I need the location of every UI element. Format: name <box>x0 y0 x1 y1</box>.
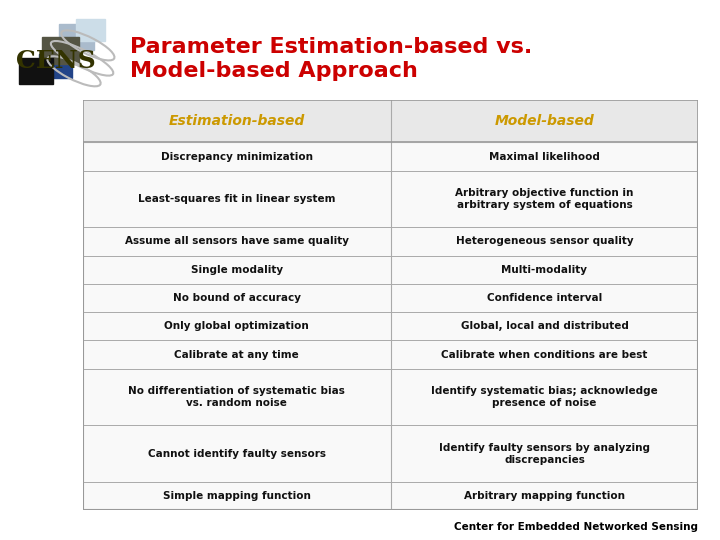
Text: Arbitrary mapping function: Arbitrary mapping function <box>464 491 625 501</box>
Text: Identify faulty sensors by analyzing
discrepancies: Identify faulty sensors by analyzing dis… <box>439 443 650 465</box>
Text: CENS: CENS <box>17 49 96 73</box>
Bar <box>59 24 94 50</box>
Text: Center for Embedded Networked Sensing: Center for Embedded Networked Sensing <box>454 522 698 532</box>
Text: No bound of accuracy: No bound of accuracy <box>173 293 301 303</box>
Text: Simple mapping function: Simple mapping function <box>163 491 310 501</box>
Text: Least-squares fit in linear system: Least-squares fit in linear system <box>138 194 336 204</box>
Text: Assume all sensors have same quality: Assume all sensors have same quality <box>125 237 348 246</box>
Text: Cannot identify faulty sensors: Cannot identify faulty sensors <box>148 449 325 458</box>
Bar <box>42 37 78 64</box>
Text: Single modality: Single modality <box>191 265 283 275</box>
Bar <box>83 100 698 143</box>
Text: Arbitrary objective function in
arbitrary system of equations: Arbitrary objective function in arbitrar… <box>455 188 634 210</box>
Text: Calibrate when conditions are best: Calibrate when conditions are best <box>441 349 648 360</box>
Text: Identify systematic bias; acknowledge
presence of noise: Identify systematic bias; acknowledge pr… <box>431 386 658 408</box>
Text: Calibrate at any time: Calibrate at any time <box>174 349 299 360</box>
Text: Estimation-based: Estimation-based <box>168 114 305 128</box>
Text: Confidence interval: Confidence interval <box>487 293 602 303</box>
Text: Heterogeneous sensor quality: Heterogeneous sensor quality <box>456 237 634 246</box>
Bar <box>76 19 105 41</box>
Text: Discrepancy minimization: Discrepancy minimization <box>161 152 312 161</box>
Text: Global, local and distributed: Global, local and distributed <box>461 321 629 332</box>
Text: No differentiation of systematic bias
vs. random noise: No differentiation of systematic bias vs… <box>128 386 345 408</box>
Text: Only global optimization: Only global optimization <box>164 321 309 332</box>
Bar <box>40 54 72 78</box>
Text: Model-based: Model-based <box>495 114 595 128</box>
Text: Multi-modality: Multi-modality <box>502 265 588 275</box>
Bar <box>19 58 53 84</box>
Text: Maximal likelihood: Maximal likelihood <box>489 152 600 161</box>
Text: Parameter Estimation-based vs.
Model-based Approach: Parameter Estimation-based vs. Model-bas… <box>130 37 532 80</box>
